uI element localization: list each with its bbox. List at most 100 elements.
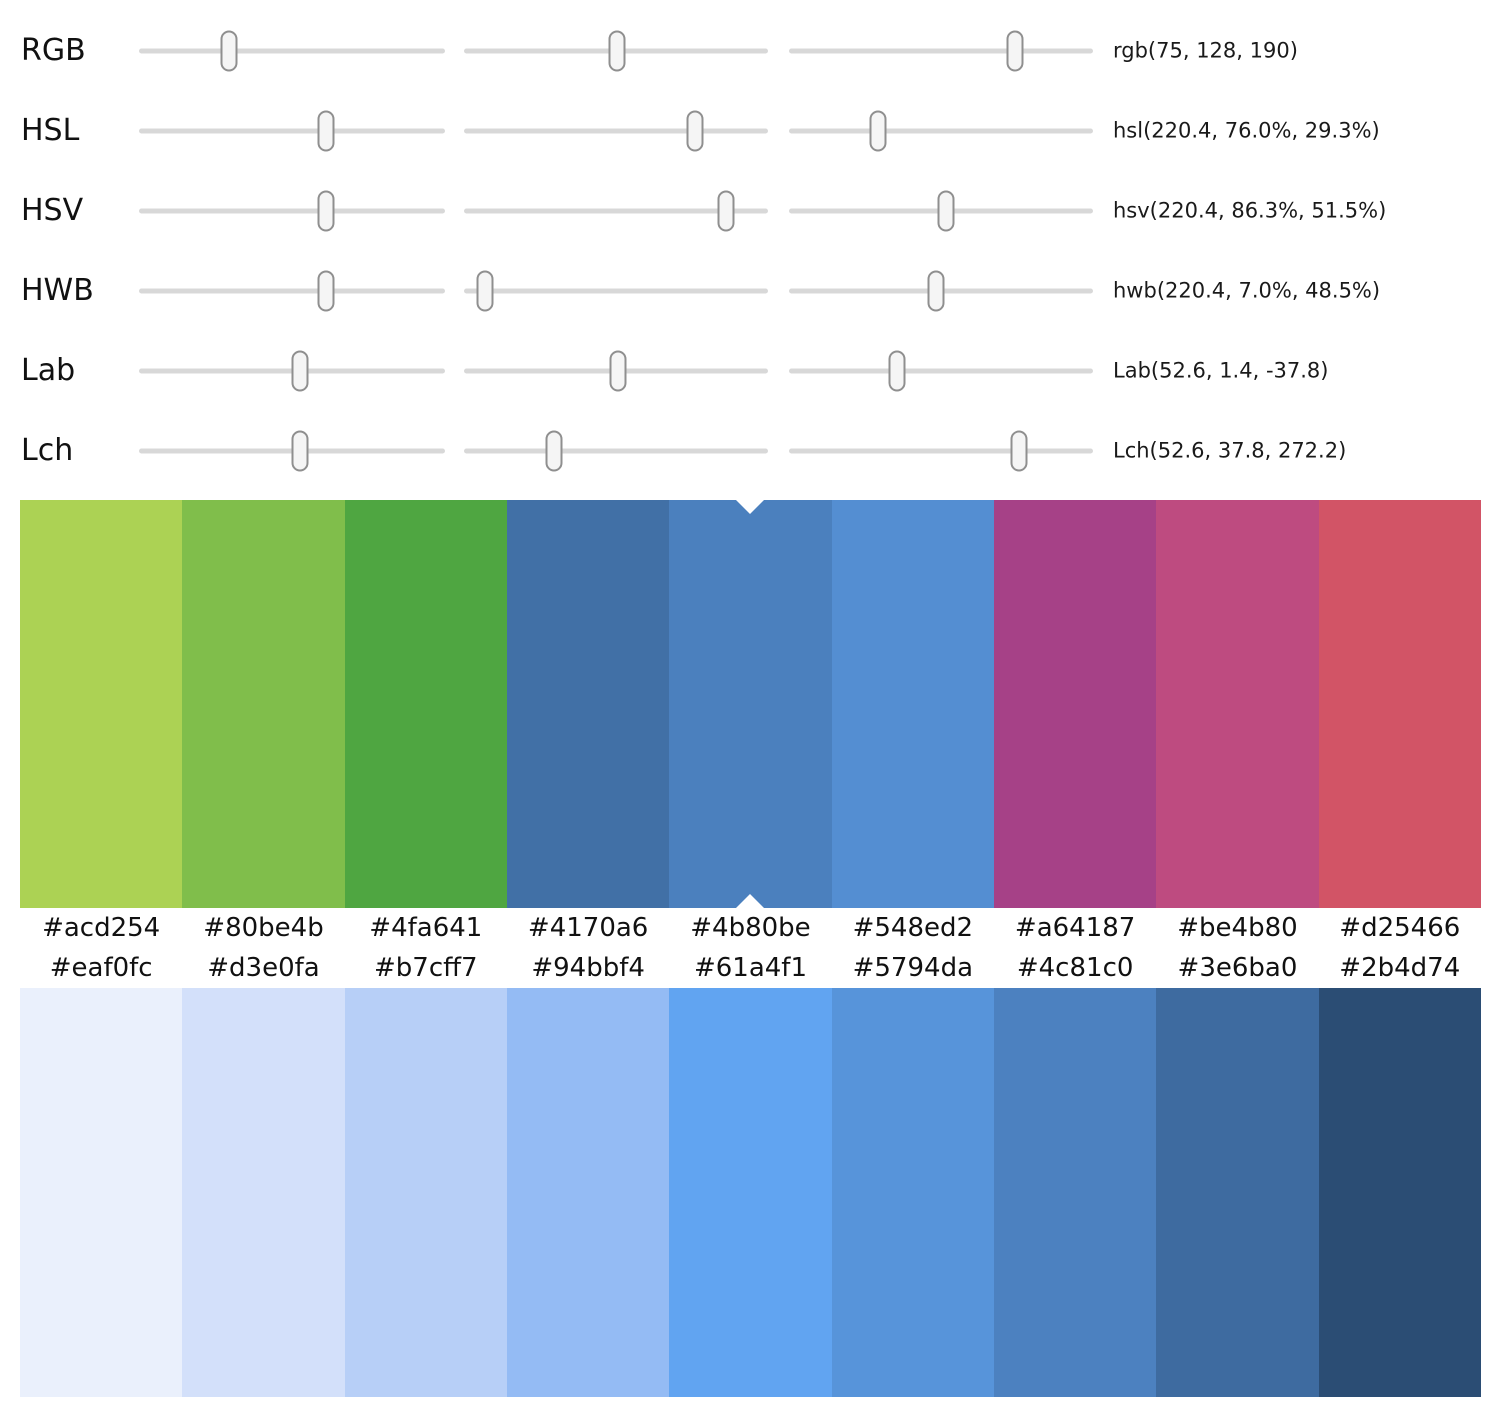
hsl-slider-handle-1[interactable] xyxy=(317,110,335,152)
shades-hex-label-4: #61a4f1 xyxy=(693,953,807,983)
slider-value-readout-lch: Lch(52.6, 37.8, 272.2) xyxy=(1113,438,1347,463)
rgb-slider-handle-3[interactable] xyxy=(1006,30,1024,72)
shades-hex-labels: #eaf0fc #d3e0fa #b7cff7 #94bbf4 #61a4f1 #5794… xyxy=(20,948,1481,988)
slider-row-label-hsv: HSV xyxy=(21,193,84,228)
slider-row-label-lab: Lab xyxy=(21,353,76,388)
slider-row-lch: Lch Lch(52.6, 37.8, 272.2) xyxy=(0,411,1501,491)
lab-slider-track-3[interactable] xyxy=(789,331,1093,411)
hsl-slider-track-1[interactable] xyxy=(139,91,445,171)
hsv-slider-handle-1[interactable] xyxy=(317,190,335,232)
slider-track-line xyxy=(464,208,768,214)
lab-slider-track-2[interactable] xyxy=(464,331,768,411)
slider-track-line xyxy=(139,128,445,134)
harmony-palette xyxy=(20,500,1481,908)
shades-swatch-5[interactable] xyxy=(831,988,994,1397)
harmony-swatch-2[interactable] xyxy=(344,500,507,908)
hwb-slider-track-1[interactable] xyxy=(139,251,445,331)
slider-row-label-hwb: HWB xyxy=(21,273,94,308)
rgb-slider-track-1[interactable] xyxy=(139,11,445,91)
shades-hex-label-3: #94bbf4 xyxy=(531,953,645,983)
harmony-swatch-3[interactable] xyxy=(506,500,670,908)
shades-swatch-6[interactable] xyxy=(993,988,1157,1397)
lab-slider-handle-3[interactable] xyxy=(888,350,906,392)
selected-swatch-notch-top-icon xyxy=(736,500,765,514)
hwb-slider-handle-2[interactable] xyxy=(476,270,494,312)
lch-slider-track-1[interactable] xyxy=(139,411,445,491)
hsl-slider-handle-3[interactable] xyxy=(869,110,887,152)
hsv-slider-track-1[interactable] xyxy=(139,171,445,251)
shades-swatch-1[interactable] xyxy=(182,988,345,1397)
slider-track-line xyxy=(464,448,768,454)
lch-slider-handle-3[interactable] xyxy=(1010,430,1028,472)
harmony-hex-label-2: #4fa641 xyxy=(369,913,483,943)
slider-value-readout-rgb: rgb(75, 128, 190) xyxy=(1113,38,1298,63)
slider-track-line xyxy=(464,128,768,134)
hsv-slider-track-3[interactable] xyxy=(789,171,1093,251)
hwb-slider-handle-3[interactable] xyxy=(927,270,945,312)
hsv-slider-handle-2[interactable] xyxy=(717,190,735,232)
slider-row-label-hsl: HSL xyxy=(21,113,80,148)
shades-hex-label-8: #2b4d74 xyxy=(1339,953,1461,983)
harmony-hex-label-7: #be4b80 xyxy=(1177,913,1298,943)
harmony-swatch-4[interactable] xyxy=(669,500,832,908)
shades-swatch-8[interactable] xyxy=(1318,988,1481,1397)
hwb-slider-track-3[interactable] xyxy=(789,251,1093,331)
harmony-swatch-7[interactable] xyxy=(1156,500,1319,908)
slider-row-rgb: RGB rgb(75, 128, 190) xyxy=(0,11,1501,91)
shades-hex-label-2: #b7cff7 xyxy=(374,953,478,983)
harmony-swatch-8[interactable] xyxy=(1318,500,1481,908)
shades-swatch-7[interactable] xyxy=(1156,988,1319,1397)
harmony-hex-label-0: #acd254 xyxy=(42,913,161,943)
slider-value-readout-lab: Lab(52.6, 1.4, -37.8) xyxy=(1113,358,1329,383)
hsl-slider-track-3[interactable] xyxy=(789,91,1093,171)
harmony-hex-label-5: #548ed2 xyxy=(852,913,974,943)
hwb-slider-handle-1[interactable] xyxy=(317,270,335,312)
slider-track-line xyxy=(464,288,768,294)
harmony-hex-label-3: #4170a6 xyxy=(527,913,649,943)
lch-slider-track-2[interactable] xyxy=(464,411,768,491)
hsl-slider-track-2[interactable] xyxy=(464,91,768,171)
harmony-hex-label-4: #4b80be xyxy=(690,913,811,943)
rgb-slider-handle-2[interactable] xyxy=(608,30,626,72)
slider-row-hsv: HSV hsv(220.4, 86.3%, 51.5%) xyxy=(0,171,1501,251)
rgb-slider-track-2[interactable] xyxy=(464,11,768,91)
lch-slider-handle-2[interactable] xyxy=(545,430,563,472)
shades-swatch-4[interactable] xyxy=(669,988,832,1397)
rgb-slider-track-3[interactable] xyxy=(789,11,1093,91)
hsv-slider-track-2[interactable] xyxy=(464,171,768,251)
rgb-slider-handle-1[interactable] xyxy=(220,30,238,72)
shades-swatch-3[interactable] xyxy=(506,988,670,1397)
slider-row-hwb: HWB hwb(220.4, 7.0%, 48.5%) xyxy=(0,251,1501,331)
hsl-slider-handle-2[interactable] xyxy=(686,110,704,152)
lch-slider-handle-1[interactable] xyxy=(291,430,309,472)
shades-hex-label-1: #d3e0fa xyxy=(207,953,320,983)
shades-swatch-0[interactable] xyxy=(20,988,183,1397)
slider-row-hsl: HSL hsl(220.4, 76.0%, 29.3%) xyxy=(0,91,1501,171)
lab-slider-handle-1[interactable] xyxy=(291,350,309,392)
slider-value-readout-hsv: hsv(220.4, 86.3%, 51.5%) xyxy=(1113,198,1387,223)
shades-hex-label-6: #4c81c0 xyxy=(1016,953,1134,983)
slider-track-line xyxy=(139,48,445,54)
lch-slider-track-3[interactable] xyxy=(789,411,1093,491)
hwb-slider-track-2[interactable] xyxy=(464,251,768,331)
harmony-hex-label-1: #80be4b xyxy=(203,913,324,943)
lab-slider-handle-2[interactable] xyxy=(609,350,627,392)
hsv-slider-handle-3[interactable] xyxy=(937,190,955,232)
slider-track-line xyxy=(139,208,445,214)
harmony-swatch-5[interactable] xyxy=(831,500,994,908)
selected-swatch-notch-bottom-icon xyxy=(736,894,765,908)
harmony-hex-label-8: #d25466 xyxy=(1339,913,1461,943)
slider-track-line xyxy=(789,368,1093,374)
harmony-swatch-6[interactable] xyxy=(993,500,1157,908)
slider-value-readout-hsl: hsl(220.4, 76.0%, 29.3%) xyxy=(1113,118,1380,143)
shades-hex-label-5: #5794da xyxy=(852,953,973,983)
harmony-swatch-0[interactable] xyxy=(20,500,183,908)
slider-track-line xyxy=(139,288,445,294)
shades-swatch-2[interactable] xyxy=(344,988,507,1397)
slider-value-readout-hwb: hwb(220.4, 7.0%, 48.5%) xyxy=(1113,278,1381,303)
slider-track-line xyxy=(789,128,1093,134)
harmony-hex-labels: #acd254 #80be4b #4fa641 #4170a6 #4b80be #548e… xyxy=(20,908,1481,948)
lab-slider-track-1[interactable] xyxy=(139,331,445,411)
harmony-swatch-1[interactable] xyxy=(182,500,345,908)
